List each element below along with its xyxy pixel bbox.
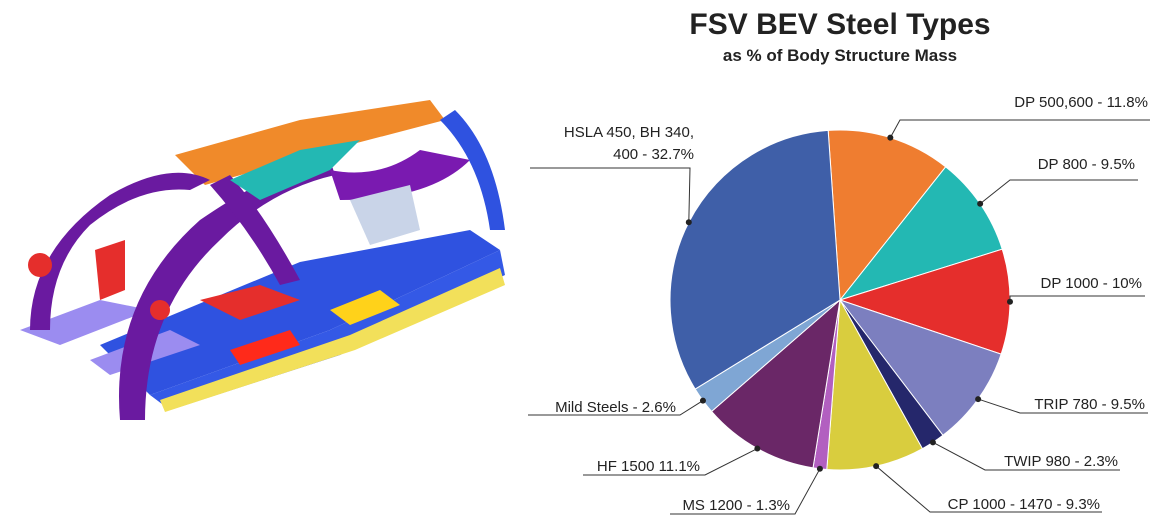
slice-label: CP 1000 - 1470 - 9.3% <box>947 496 1100 513</box>
leader-line <box>530 167 691 223</box>
leader-line <box>932 441 1120 471</box>
slice-label: HSLA 450, BH 340, 400 - 32.7% <box>563 124 694 163</box>
leader-dot <box>975 396 982 403</box>
leader-line <box>875 465 1102 513</box>
slice-label: MS 1200 - 1.3% <box>682 497 790 514</box>
leader-dot <box>887 134 894 141</box>
leader-line <box>528 400 704 416</box>
chart-title: FSV BEV Steel Types <box>689 8 991 41</box>
leader-line <box>889 119 1150 138</box>
leader-line <box>977 398 1148 414</box>
slice-label: HF 1500 11.1% <box>596 458 700 475</box>
leader-line <box>670 468 821 515</box>
car-illustration <box>20 100 505 420</box>
slice-label: Mild Steels - 2.6% <box>555 399 676 416</box>
leader-line <box>979 179 1138 205</box>
leader-line <box>583 448 758 476</box>
leader-line <box>1009 295 1145 302</box>
leader-dot <box>685 219 692 226</box>
chart-subtitle: as % of Body Structure Mass <box>722 46 958 65</box>
leader-dot <box>977 200 984 207</box>
leader-dot <box>699 397 706 404</box>
slice-label: TRIP 780 - 9.5% <box>1034 396 1145 413</box>
slice-label: DP 1000 - 10% <box>1040 275 1142 292</box>
leader-dot <box>873 463 880 470</box>
leader-dot <box>1006 298 1013 305</box>
slice-label: DP 800 - 9.5% <box>1037 156 1135 173</box>
leader-dot <box>754 445 761 452</box>
slice-label: TWIP 980 - 2.3% <box>1004 453 1118 470</box>
leader-dot <box>816 465 823 472</box>
slice-label: DP 500,600 - 11.8% <box>1014 94 1148 111</box>
leader-dot <box>929 439 936 446</box>
